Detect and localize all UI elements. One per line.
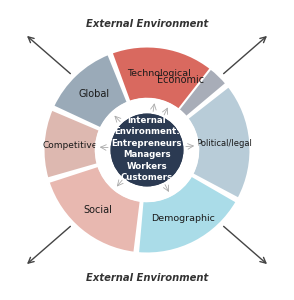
Wedge shape	[49, 166, 141, 253]
Wedge shape	[53, 54, 128, 128]
Text: Internal
Environment:
Entrepreneurs
Managers
Workers
Customers: Internal Environment: Entrepreneurs Mana…	[112, 116, 182, 182]
Wedge shape	[44, 110, 100, 178]
Wedge shape	[112, 46, 211, 110]
Wedge shape	[149, 46, 226, 117]
Text: Technological: Technological	[127, 69, 191, 78]
Wedge shape	[187, 86, 250, 199]
Text: Global: Global	[78, 89, 109, 99]
Circle shape	[111, 114, 183, 186]
Circle shape	[111, 114, 183, 186]
Text: Competitive: Competitive	[42, 141, 97, 150]
Circle shape	[96, 99, 198, 201]
Text: External Environment: External Environment	[86, 273, 208, 284]
Text: Social: Social	[83, 205, 112, 215]
Wedge shape	[138, 176, 237, 254]
Text: Economic: Economic	[157, 75, 205, 85]
Text: Political/legal: Political/legal	[196, 139, 252, 148]
Text: Demographic: Demographic	[151, 214, 215, 223]
Text: External Environment: External Environment	[86, 19, 208, 29]
